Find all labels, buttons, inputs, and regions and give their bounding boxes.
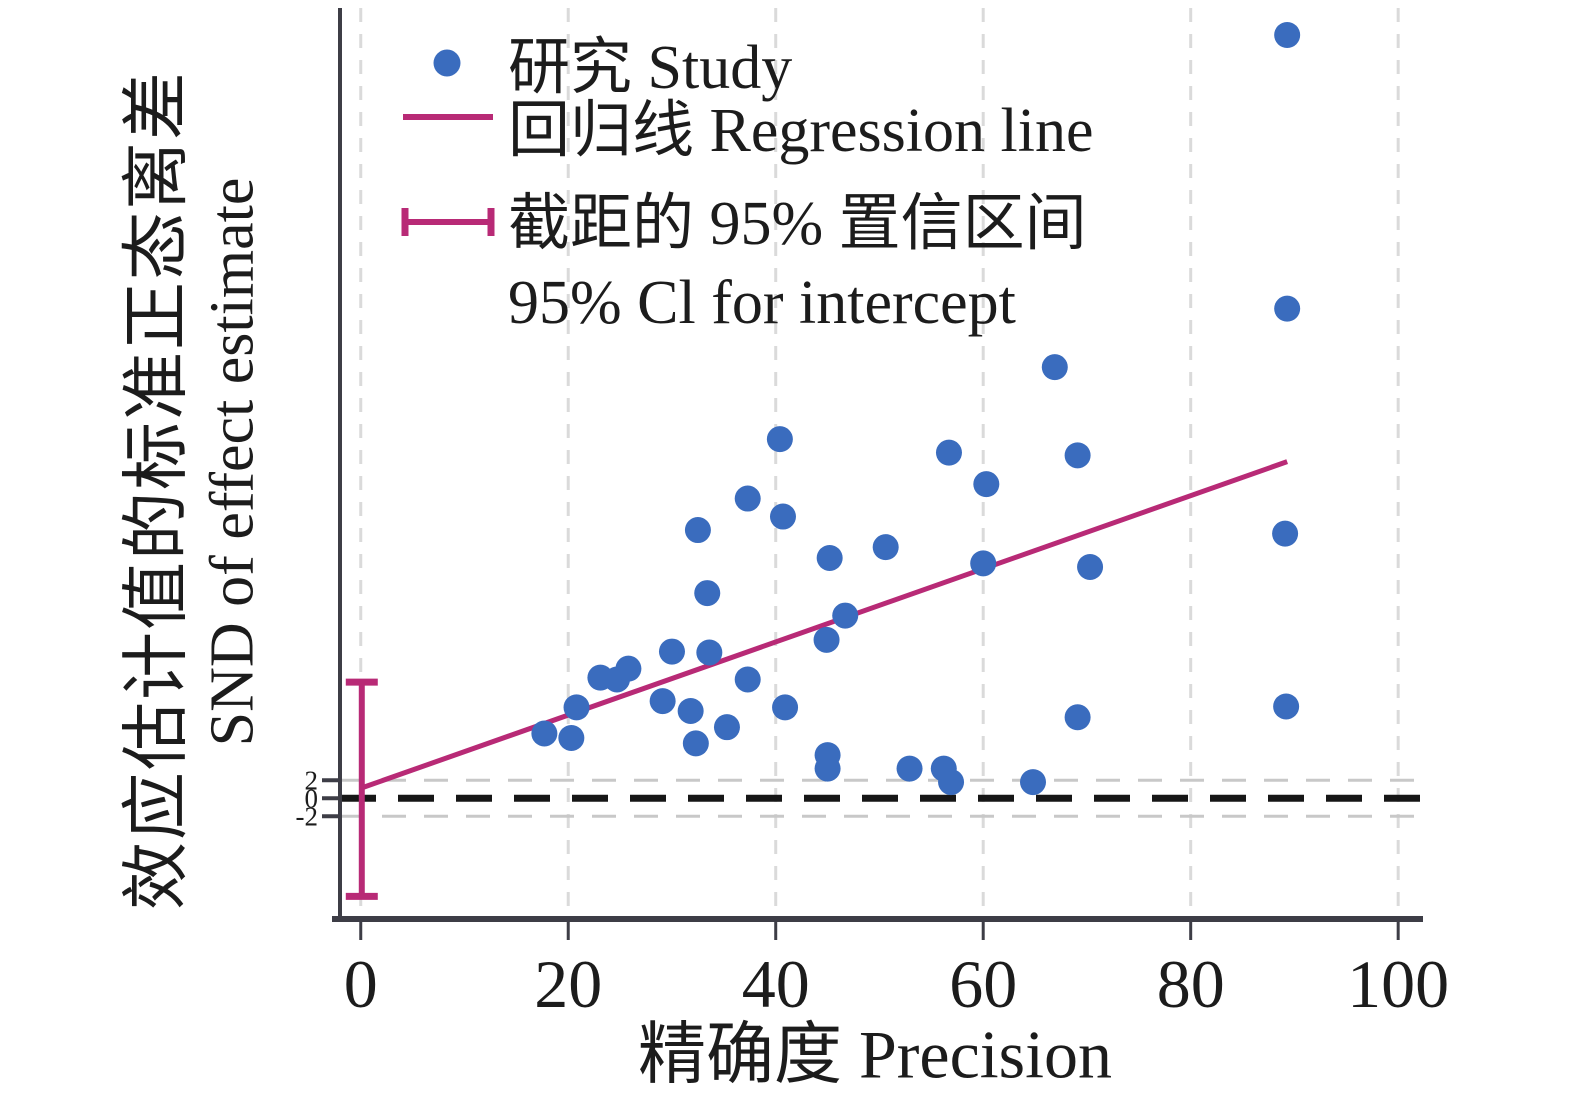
scatter-point <box>814 755 841 782</box>
y-axis-label-zh: 效应估计值的标准正态离差 <box>118 69 195 911</box>
scatter-point <box>1274 295 1301 322</box>
scatter-point <box>734 666 761 693</box>
scatter-point <box>1273 693 1300 720</box>
scatter-point <box>1274 22 1301 49</box>
scatter-point <box>1272 520 1299 547</box>
scatter-point <box>896 755 923 782</box>
scatter-point <box>682 730 709 757</box>
scatter-point <box>1020 769 1047 796</box>
scatter-point <box>938 769 965 796</box>
scatter-point <box>713 714 740 741</box>
legend-ci-label-zh: 截距的 95% 置信区间 <box>508 190 1087 258</box>
scatter-point <box>1064 442 1091 469</box>
legend-ci-label-en: 95% Cl for intercept <box>508 269 1016 337</box>
scatter-point <box>1064 704 1091 731</box>
scatter-point <box>766 426 793 453</box>
scatter-point <box>684 517 711 544</box>
legend-study-label: 研究 Study <box>508 34 793 102</box>
regression-line <box>361 459 1289 790</box>
x-tick-label: 60 <box>949 946 1017 1022</box>
scatter-point <box>531 720 558 747</box>
scatter-point <box>658 638 685 665</box>
y-tick-label: 2 <box>305 765 319 795</box>
x-tick-label: 0 <box>344 946 378 1022</box>
scatter-point <box>694 580 721 607</box>
scatter-point <box>1041 354 1068 381</box>
x-tick-label: 40 <box>742 946 810 1022</box>
scatter-point <box>696 639 723 666</box>
x-tick-label: 100 <box>1347 946 1449 1022</box>
scatter-point <box>813 626 840 653</box>
scatter-point <box>563 694 590 721</box>
legend-regression-label: 回归线 Regression line <box>508 97 1094 165</box>
x-axis-label: 精确度 Precision <box>637 1016 1113 1093</box>
scatter-point <box>872 534 899 561</box>
scatter-point <box>816 544 843 571</box>
scatter-point <box>734 485 761 512</box>
scatter-point <box>769 503 796 530</box>
x-tick-label: 80 <box>1157 946 1225 1022</box>
y-tick-label: 0 <box>305 783 319 813</box>
x-tick-label: 20 <box>534 946 602 1022</box>
scatter-point <box>772 694 799 721</box>
legend-study-marker <box>433 49 461 77</box>
y-tick-label: -2 <box>296 801 319 831</box>
scatter-point <box>558 724 585 751</box>
scatter-point <box>615 655 642 682</box>
scatter-point <box>970 550 997 577</box>
scatter-point <box>1077 553 1104 580</box>
y-axis-label-en: SND of effect estimate <box>198 177 267 747</box>
scatter-point <box>935 439 962 466</box>
scatter-point <box>649 688 676 715</box>
scatter-point <box>677 697 704 724</box>
scatter-point <box>973 471 1000 498</box>
scatter-point <box>832 602 859 629</box>
